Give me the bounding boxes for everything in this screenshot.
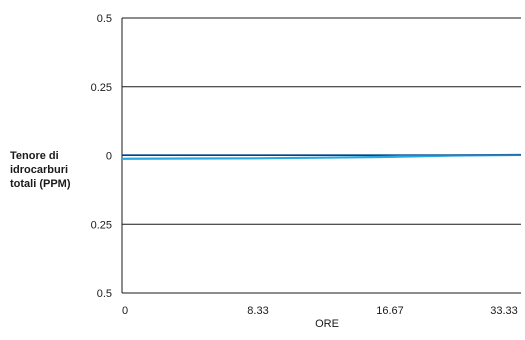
y-tick-label: 0.25 [91,219,112,231]
x-tick-labels: 0 8.33 16.67 33.33 [122,305,518,317]
x-axis-title: ORE [315,318,339,330]
y-axis-title-line-3: totali (PPM) [10,178,71,190]
y-tick-label: 0.5 [97,288,112,300]
y-tick-label: 0 [106,151,112,163]
y-axis-title: Tenore di idrocarburi totali (PPM) [10,150,71,190]
x-tick-label: 33.33 [490,305,518,317]
x-tick-label: 16.67 [376,305,404,317]
y-axis-title-line-1: Tenore di [10,150,59,162]
data-series [121,153,522,160]
y-axis-title-line-2: idrocarburi [10,164,68,176]
y-tick-labels: 0.5 0.25 0 0.25 0.5 [91,13,112,300]
y-tick-label: 0.5 [97,13,112,25]
x-tick-label: 0 [122,305,128,317]
x-tick-label: 8.33 [247,305,268,317]
y-tick-label: 0.25 [91,82,112,94]
